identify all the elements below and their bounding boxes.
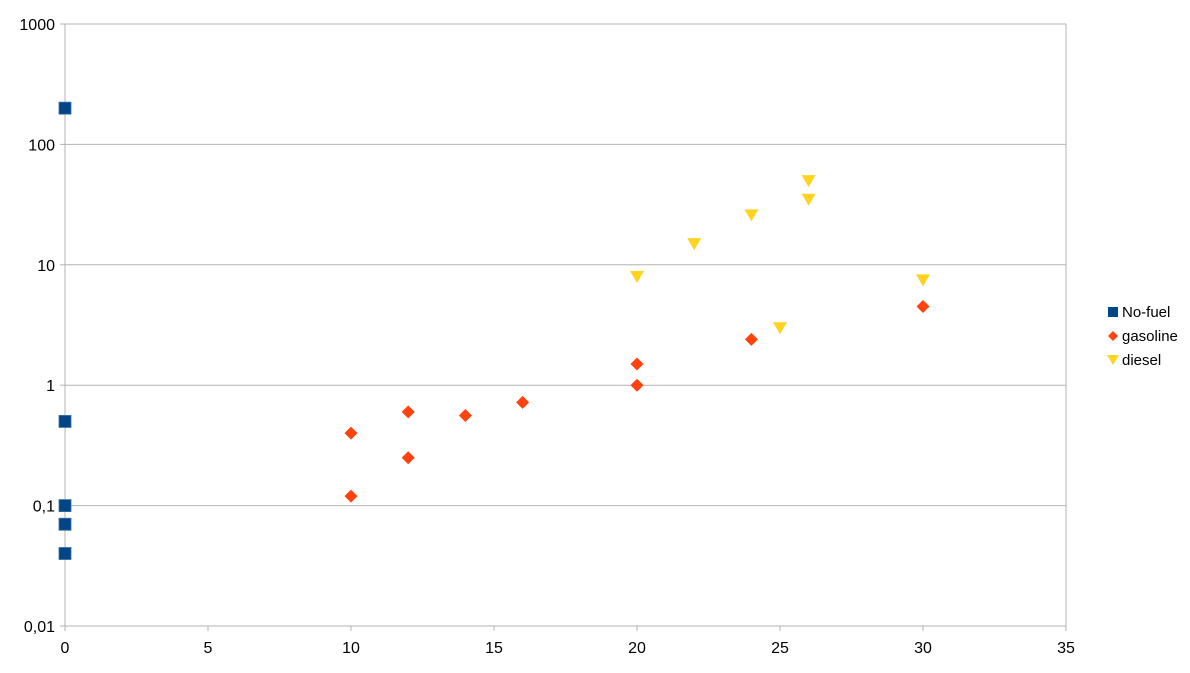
y-tick-label-1: 0,1	[33, 499, 55, 516]
data-point-diesel-6	[916, 274, 930, 287]
y-tick-label-3: 10	[37, 258, 55, 275]
series-gasoline	[344, 300, 930, 503]
x-tick-label-1: 5	[204, 640, 213, 657]
x-tick-label-6: 30	[914, 640, 932, 657]
y-tick-label-2: 1	[46, 378, 55, 395]
legend-marker-no-fuel	[1108, 307, 1118, 317]
data-point-no-fuel-1	[58, 415, 72, 428]
x-tick-label-3: 15	[485, 640, 503, 657]
x-tick-label-2: 10	[342, 640, 360, 657]
data-point-gasoline-8	[744, 332, 758, 346]
data-point-diesel-2	[744, 209, 759, 222]
data-point-gasoline-9	[916, 300, 930, 314]
legend-label-diesel: diesel	[1122, 352, 1161, 369]
data-point-diesel-0	[630, 270, 644, 283]
series-no-fuel	[58, 101, 72, 560]
data-point-no-fuel-2	[58, 499, 72, 513]
data-point-gasoline-6	[630, 357, 644, 371]
legend-label-gasoline: gasoline	[1122, 328, 1178, 345]
data-point-gasoline-5	[516, 395, 530, 409]
legend-marker-gasoline	[1108, 331, 1118, 341]
y-tick-label-0: 0,01	[24, 619, 55, 636]
axis-layer	[60, 23, 1067, 631]
data-point-no-fuel-0	[58, 101, 72, 115]
data-point-gasoline-3	[401, 451, 415, 465]
data-point-diesel-3	[773, 322, 787, 335]
x-tick-label-0: 0	[61, 640, 70, 657]
tick-label-layer: 0,01 0,1 1 10 100 1000 0 5 10 15 20 25 30 35	[19, 17, 1075, 657]
data-point-diesel-5	[801, 193, 816, 206]
x-tick-label-5: 25	[771, 640, 789, 657]
data-point-diesel-1	[687, 238, 702, 251]
x-tick-label-4: 20	[628, 640, 646, 657]
x-tick-label-7: 35	[1057, 640, 1075, 657]
data-point-no-fuel-4	[58, 547, 72, 560]
data-point-gasoline-2	[401, 405, 415, 419]
data-point-gasoline-0	[344, 426, 358, 440]
data-point-gasoline-1	[344, 489, 358, 503]
y-tick-label-5: 1000	[19, 17, 55, 34]
legend-label-no-fuel: No-fuel	[1122, 304, 1170, 321]
data-point-diesel-4	[801, 175, 816, 188]
data-point-no-fuel-3	[58, 517, 72, 531]
data-point-gasoline-7	[630, 378, 644, 392]
grid-layer	[65, 23, 1066, 627]
legend: No-fuel gasoline diesel	[1107, 304, 1178, 369]
y-tick-label-4: 100	[28, 137, 55, 154]
legend-marker-diesel	[1107, 355, 1119, 365]
data-point-layer	[58, 101, 930, 560]
series-diesel	[630, 175, 930, 335]
data-point-gasoline-4	[458, 409, 472, 423]
